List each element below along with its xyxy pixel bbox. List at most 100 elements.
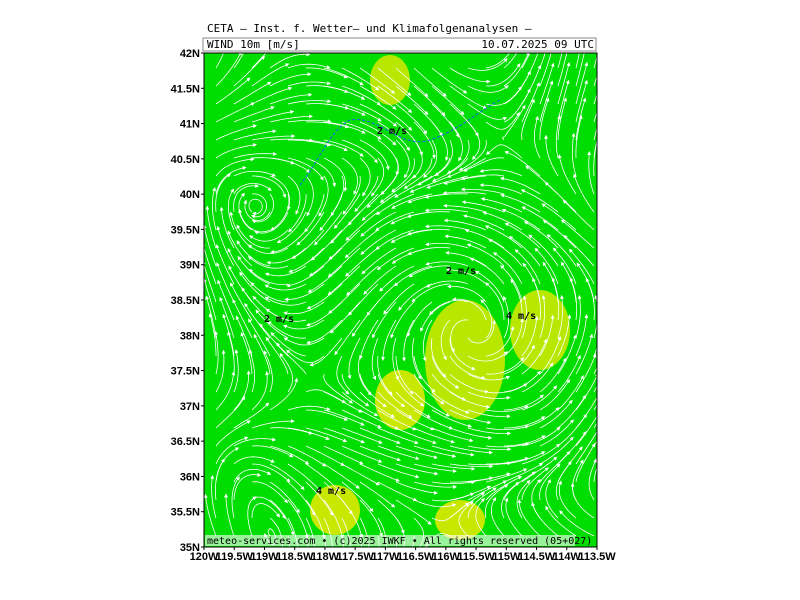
streamline xyxy=(539,53,546,69)
streamline xyxy=(251,503,281,519)
streamline xyxy=(503,53,518,69)
streamline xyxy=(359,427,401,445)
streamline xyxy=(503,370,541,393)
streamline xyxy=(359,121,397,146)
streamline xyxy=(269,53,311,69)
streamline xyxy=(359,481,396,508)
streamline xyxy=(424,208,469,213)
lon-label: 115W xyxy=(492,551,521,563)
contour-label: 2 m/s xyxy=(264,314,294,325)
streamline xyxy=(449,445,493,455)
streamline xyxy=(449,409,492,425)
streamline xyxy=(395,427,437,445)
streamline xyxy=(222,313,235,357)
streamline xyxy=(210,474,217,519)
streamline xyxy=(485,442,530,448)
streamline xyxy=(285,265,325,288)
streamline xyxy=(570,482,595,519)
streamline xyxy=(227,188,235,231)
streamline xyxy=(233,349,239,393)
streamline xyxy=(344,229,379,259)
lon-label: 114.5W xyxy=(518,551,556,563)
streamline xyxy=(431,337,447,378)
streamline xyxy=(215,166,247,195)
streamline xyxy=(559,510,595,537)
streamline xyxy=(521,64,542,105)
streamline xyxy=(575,114,583,159)
streamline xyxy=(545,479,559,519)
streamline xyxy=(449,463,494,469)
streamline xyxy=(208,312,217,356)
streamline xyxy=(575,410,597,447)
streamline xyxy=(593,54,597,69)
streamline xyxy=(238,208,271,233)
streamline xyxy=(510,278,523,321)
streamline xyxy=(539,53,552,87)
streamline xyxy=(557,394,587,429)
streamline xyxy=(485,144,523,159)
streamline xyxy=(215,371,236,411)
streamline xyxy=(503,435,546,447)
streamline xyxy=(557,53,563,69)
streamline xyxy=(360,229,397,255)
streamline xyxy=(467,487,497,519)
streamline xyxy=(348,283,379,316)
streamline xyxy=(449,337,476,371)
streamline xyxy=(486,457,529,465)
streamline xyxy=(377,373,406,408)
streamline xyxy=(296,211,325,246)
streamline xyxy=(248,318,271,357)
streamline xyxy=(251,63,290,87)
lat-label: 41.5N xyxy=(171,83,200,95)
streamline xyxy=(395,85,429,116)
streamline xyxy=(546,234,577,267)
streamline xyxy=(251,53,267,69)
streamline xyxy=(233,170,277,177)
streamline xyxy=(575,372,597,411)
streamline xyxy=(269,72,312,87)
streamline xyxy=(575,97,587,141)
streamline xyxy=(531,501,559,537)
streamline xyxy=(323,121,366,134)
streamline xyxy=(371,337,379,381)
streamline xyxy=(267,320,307,339)
streamline xyxy=(488,239,523,267)
streamline xyxy=(514,249,541,285)
streamline xyxy=(248,268,289,285)
streamline xyxy=(555,460,572,501)
streamline xyxy=(501,481,520,519)
streamline xyxy=(467,373,511,381)
streamline xyxy=(233,183,272,195)
streamline xyxy=(521,385,558,411)
streamline xyxy=(500,193,541,213)
streamline xyxy=(305,463,341,492)
streamline xyxy=(401,319,415,362)
streamline xyxy=(359,157,371,197)
streamline xyxy=(413,355,436,393)
streamline xyxy=(407,228,451,236)
streamline xyxy=(504,150,541,177)
streamline xyxy=(482,211,523,231)
streamline xyxy=(204,224,217,267)
streamline xyxy=(287,445,327,467)
streamline xyxy=(269,175,291,211)
streamline xyxy=(253,211,289,235)
streamline xyxy=(279,352,293,393)
streamline xyxy=(434,139,453,177)
streamline xyxy=(521,53,531,69)
streamline xyxy=(445,267,487,285)
streamline xyxy=(370,157,385,197)
streamline xyxy=(288,139,332,147)
streamline xyxy=(233,151,278,159)
streamline xyxy=(431,157,469,182)
header-title: CETA — Inst. f. Wetter— und Klimafolgena… xyxy=(207,22,532,35)
streamline xyxy=(394,175,433,198)
streamline xyxy=(501,208,541,231)
streamline xyxy=(215,436,249,465)
streamline xyxy=(248,349,255,393)
streamline xyxy=(341,121,382,140)
streamline xyxy=(323,373,354,404)
streamline xyxy=(377,463,420,479)
streamline xyxy=(461,200,505,213)
streamline xyxy=(557,354,581,393)
